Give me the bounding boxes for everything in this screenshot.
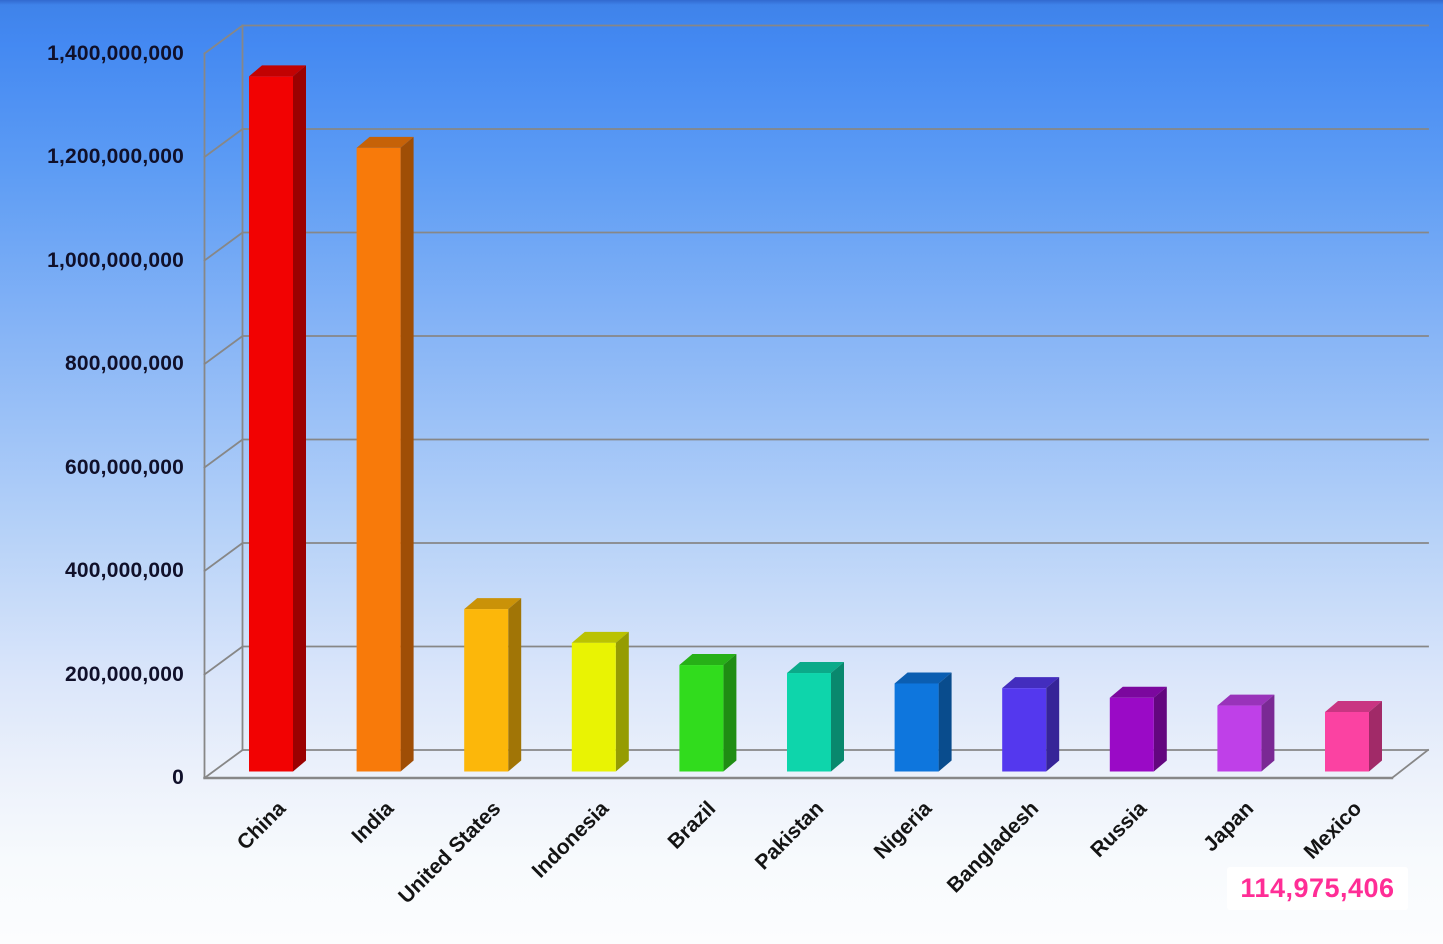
bar-china[interactable] <box>249 65 306 772</box>
bar-mexico[interactable] <box>1325 701 1382 772</box>
bar-pakistan[interactable] <box>787 662 844 772</box>
axis-frame <box>203 24 1430 780</box>
value-callout-text: 114,975,406 <box>1240 873 1395 903</box>
y-axis-label: 1,400,000,000 <box>47 41 184 65</box>
gridlines <box>203 24 1429 780</box>
y-axis-label: 0 <box>172 766 184 789</box>
bar-nigeria[interactable] <box>894 672 952 772</box>
y-axis-label: 1,000,000,000 <box>47 248 184 272</box>
bar-bangladesh[interactable] <box>1002 677 1060 772</box>
bar-brazil[interactable] <box>679 654 737 772</box>
y-axis-label: 600,000,000 <box>65 455 184 479</box>
bar-india[interactable] <box>356 136 414 772</box>
bar-indonesia[interactable] <box>571 631 629 772</box>
y-axis-label: 200,000,000 <box>65 662 184 686</box>
bar-russia[interactable] <box>1109 686 1167 772</box>
y-axis-label: 400,000,000 <box>65 559 184 582</box>
value-callout: 114,975,406 <box>1227 867 1408 910</box>
bar-japan[interactable] <box>1217 694 1275 772</box>
bar-united-states[interactable] <box>464 598 522 772</box>
y-axis-label: 800,000,000 <box>65 352 184 375</box>
y-axis-label: 1,200,000,000 <box>47 145 184 168</box>
